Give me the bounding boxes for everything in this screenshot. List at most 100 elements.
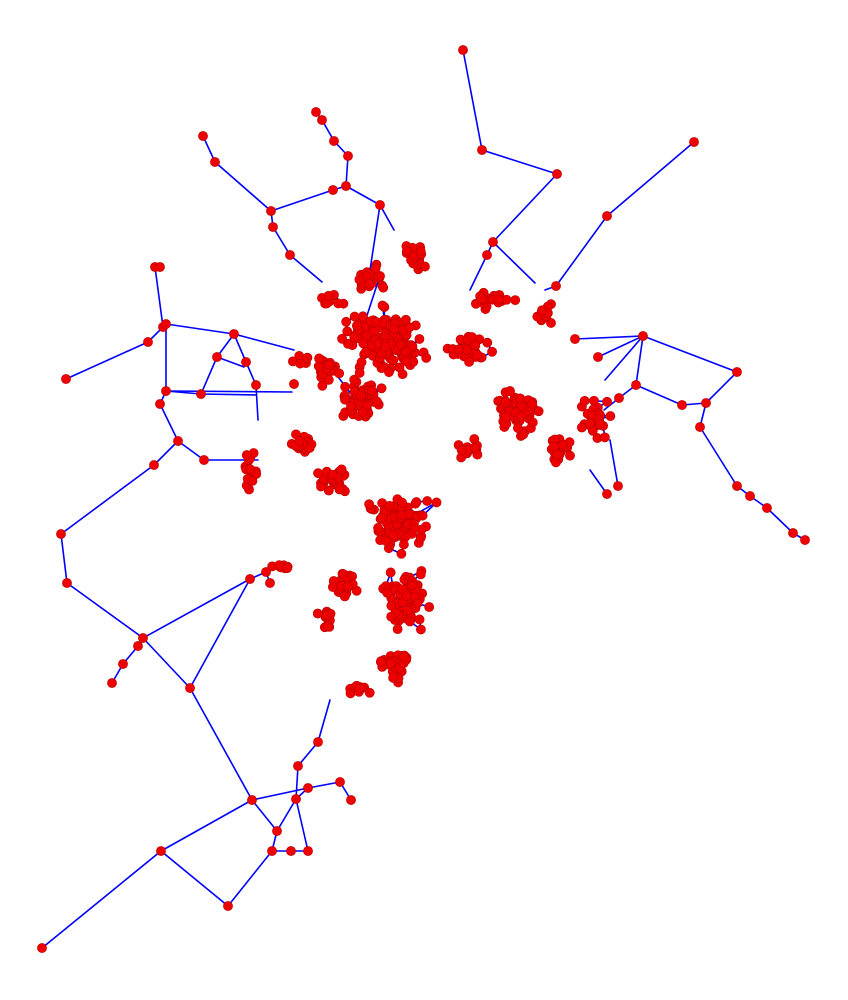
graph-node xyxy=(350,375,359,384)
graph-node xyxy=(245,464,254,473)
graph-node xyxy=(513,423,522,432)
graph-node xyxy=(248,476,257,485)
graph-node xyxy=(402,357,411,366)
graph-node xyxy=(425,602,434,611)
graph-node xyxy=(600,433,609,442)
graph-node xyxy=(337,334,346,343)
graph-node xyxy=(689,137,698,146)
graph-node xyxy=(384,368,393,377)
graph-node xyxy=(261,567,270,576)
graph-node xyxy=(350,332,359,341)
graph-node xyxy=(383,588,392,597)
graph-node xyxy=(371,264,380,273)
graph-node xyxy=(408,581,417,590)
graph-node xyxy=(357,358,366,367)
graph-node xyxy=(324,360,333,369)
graph-node xyxy=(432,498,441,507)
graph-node xyxy=(613,481,622,490)
graph-node xyxy=(473,351,482,360)
graph-node xyxy=(161,319,170,328)
graph-node xyxy=(478,294,487,303)
graph-node xyxy=(386,659,395,668)
graph-node xyxy=(373,523,382,532)
graph-node xyxy=(324,291,333,300)
graph-node xyxy=(396,340,405,349)
graph-node xyxy=(762,503,771,512)
graph-node xyxy=(631,380,640,389)
graph-node xyxy=(317,115,326,124)
graph-node xyxy=(570,334,579,343)
graph-node xyxy=(343,151,352,160)
graph-node xyxy=(350,312,359,321)
graph-node xyxy=(340,395,349,404)
graph-node xyxy=(788,528,797,537)
graph-node xyxy=(149,460,158,469)
graph-node xyxy=(161,386,170,395)
graph-node xyxy=(487,347,496,356)
graph-node xyxy=(577,423,586,432)
graph-node xyxy=(223,901,232,910)
graph-node xyxy=(638,331,647,340)
graph-node xyxy=(423,496,432,505)
graph-node xyxy=(413,599,422,608)
graph-node xyxy=(377,384,386,393)
graph-node xyxy=(322,610,331,619)
graph-node xyxy=(516,394,525,403)
graph-node xyxy=(185,683,194,692)
graph-node xyxy=(502,412,511,421)
graph-node xyxy=(335,777,344,786)
graph-node xyxy=(534,407,543,416)
graph-node xyxy=(559,440,568,449)
graph-node xyxy=(602,489,611,498)
graph-node xyxy=(138,633,147,642)
graph-node xyxy=(355,684,364,693)
graph-node xyxy=(416,246,425,255)
graph-node xyxy=(483,338,492,347)
graph-node xyxy=(403,606,412,615)
graph-node xyxy=(329,136,338,145)
graph-node xyxy=(464,357,473,366)
graph-node xyxy=(375,200,384,209)
graph-node xyxy=(359,339,368,348)
graph-node xyxy=(695,422,704,431)
graph-node xyxy=(595,419,604,428)
graph-node xyxy=(372,317,381,326)
graph-node xyxy=(341,382,350,391)
graph-node xyxy=(311,107,320,116)
graph-node xyxy=(410,524,419,533)
graph-node xyxy=(387,612,396,621)
graph-node xyxy=(355,275,364,284)
graph-node xyxy=(303,846,312,855)
graph-node xyxy=(173,436,182,445)
graph-node xyxy=(416,533,425,542)
graph-node xyxy=(385,501,394,510)
graph-node xyxy=(296,359,305,368)
graph-node xyxy=(341,181,350,190)
graph-node xyxy=(415,615,424,624)
graph-node xyxy=(358,312,367,321)
graph-node xyxy=(229,329,238,338)
graph-node xyxy=(286,846,295,855)
graph-node xyxy=(418,511,427,520)
graph-node xyxy=(285,250,294,259)
graph-edge xyxy=(166,391,292,392)
graph-edge xyxy=(201,394,256,395)
graph-node xyxy=(416,625,425,634)
graph-node xyxy=(494,295,503,304)
graph-node xyxy=(61,374,70,383)
graph-node xyxy=(346,795,355,804)
graph-node xyxy=(420,262,429,271)
graph-node xyxy=(602,397,611,406)
graph-node xyxy=(552,169,561,178)
graph-node xyxy=(488,237,497,246)
graph-node xyxy=(313,737,322,746)
graph-node xyxy=(198,131,207,140)
graph-node xyxy=(553,450,562,459)
graph-node xyxy=(399,540,408,549)
graph-node xyxy=(335,485,344,494)
graph-node xyxy=(328,185,337,194)
graph-node xyxy=(107,678,116,687)
graph-node xyxy=(62,578,71,587)
graph-node xyxy=(745,491,754,500)
graph-node xyxy=(155,399,164,408)
